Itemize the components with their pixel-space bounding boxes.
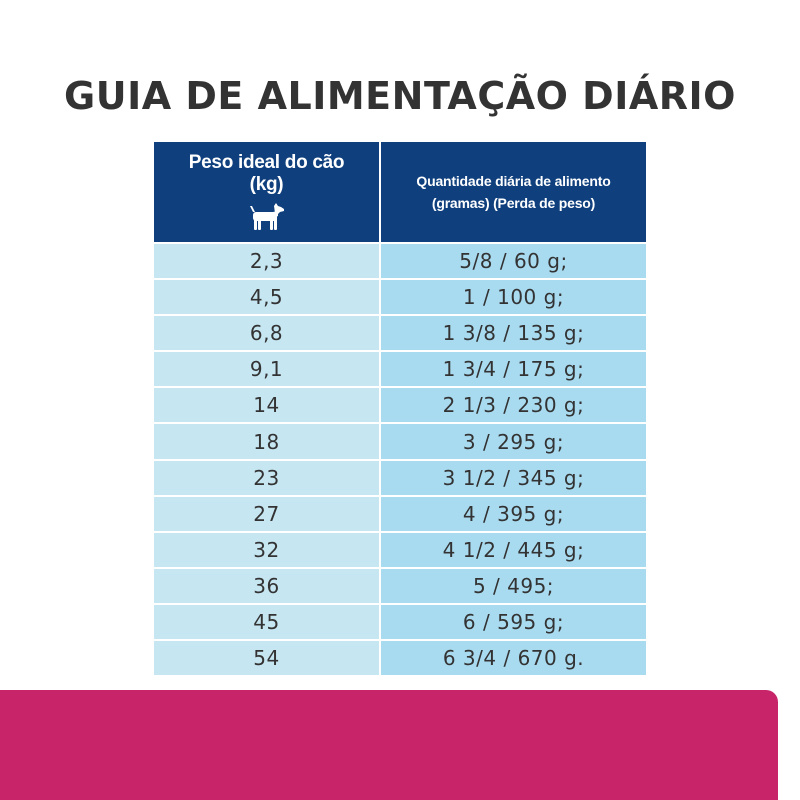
dog-icon [249,203,284,230]
feeding-guide-table: Peso ideal do cão (kg) [154,142,646,676]
table-body: 2,3 5/8 / 60 g; 4,5 1 / 100 g; 6,8 1 3/8 / 13… [154,241,646,676]
weight-cell: 6,8 [154,314,381,352]
amount-cell: 4 1/2 / 445 g; [380,530,646,568]
amount-column-header: Quantidade diária de alimento (gramas) (… [380,142,646,243]
page-title: GUIA DE ALIMENTAÇÃO DIÁRIO [64,74,736,118]
amount-cell: 3 1/2 / 345 g; [380,458,646,496]
amount-cell: 2 1/3 / 230 g; [380,386,646,424]
weight-cell: 32 [154,530,381,568]
table-row: 2,3 5/8 / 60 g; [154,241,646,280]
table-row: 18 3 / 295 g; [154,422,646,460]
table-row: 4,5 1 / 100 g; [154,278,646,316]
weight-cell: 2,3 [154,241,381,280]
weight-column-header: Peso ideal do cão (kg) [154,142,381,243]
table-header-row: Peso ideal do cão (kg) [154,142,646,243]
table-row: 32 4 1/2 / 445 g; [154,530,646,568]
table-row: 23 3 1/2 / 345 g; [154,458,646,496]
weight-cell: 18 [154,422,381,460]
weight-cell: 45 [154,602,381,641]
amount-cell: 1 3/8 / 135 g; [380,314,646,352]
weight-cell: 14 [154,386,381,424]
amount-cell: 1 3/4 / 175 g; [380,350,646,388]
weight-cell: 9,1 [154,350,381,388]
weight-cell: 54 [154,639,381,676]
amount-cell: 5/8 / 60 g; [380,241,646,280]
amount-cell: 6 / 595 g; [380,602,646,641]
table-row: 36 5 / 495; [154,566,646,604]
weight-cell: 23 [154,458,381,496]
table-row: 14 2 1/3 / 230 g; [154,386,646,424]
table-row: 6,8 1 3/8 / 135 g; [154,314,646,352]
weight-cell: 27 [154,494,381,532]
amount-cell: 6 3/4 / 670 g. [380,639,646,676]
weight-header-line2: (kg) [249,174,284,195]
amount-header-line2: (gramas) (Perda de peso) [431,195,596,211]
amount-cell: 3 / 295 g; [380,422,646,460]
amount-cell: 5 / 495; [380,566,646,604]
table-row: 27 4 / 395 g; [154,494,646,532]
table-row: 45 6 / 595 g; [154,602,646,641]
table-row: 9,1 1 3/4 / 175 g; [154,350,646,388]
amount-cell: 4 / 395 g; [380,494,646,532]
bottom-color-band [0,690,778,800]
amount-header-line1: Quantidade diária de alimento [416,173,611,189]
weight-header-line1: Peso ideal do cão [188,152,345,173]
weight-cell: 36 [154,566,381,604]
amount-cell: 1 / 100 g; [380,278,646,316]
table-row: 54 6 3/4 / 670 g. [154,639,646,676]
weight-cell: 4,5 [154,278,381,316]
